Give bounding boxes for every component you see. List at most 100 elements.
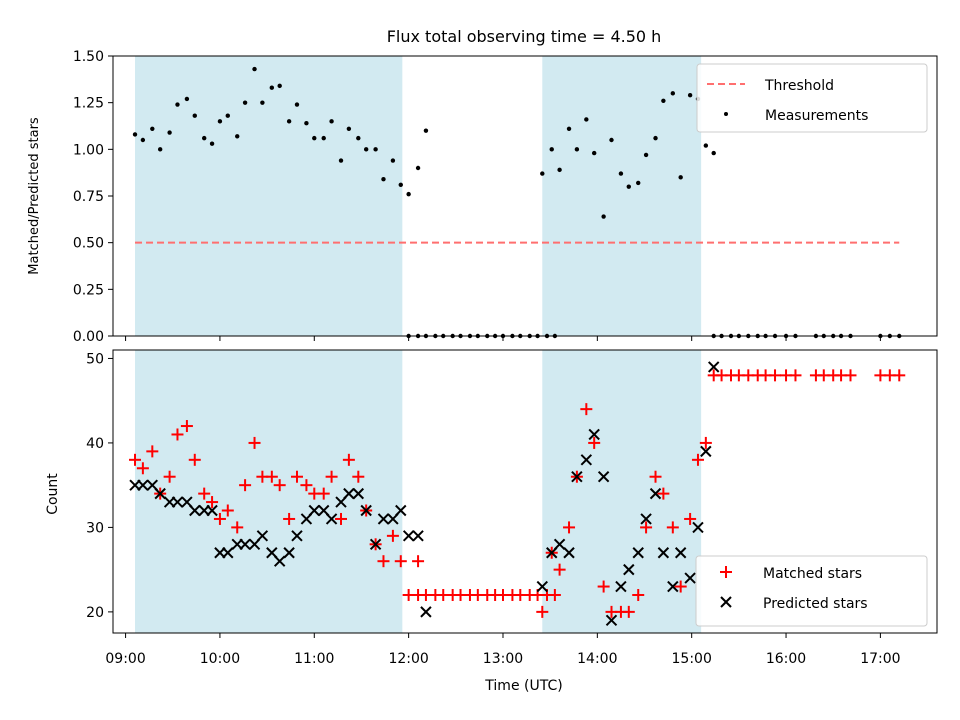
measurement-point — [678, 175, 683, 180]
predicted-star-marker — [360, 504, 372, 517]
measurement-point — [601, 214, 606, 219]
x-tick-label: 15:00 — [672, 651, 712, 667]
measurement-point — [304, 121, 309, 126]
predicted-legend-label: Predicted stars — [763, 596, 868, 612]
matched-star-marker — [844, 369, 857, 382]
measurement-point — [312, 135, 317, 141]
bottom-shaded-region — [135, 350, 403, 633]
matched-star-marker — [300, 479, 313, 492]
measurement-point — [636, 180, 641, 186]
measurement-point — [346, 126, 352, 131]
predicted-star-marker — [154, 487, 166, 500]
matched-star-marker — [342, 453, 355, 466]
matched-star-marker — [536, 605, 549, 618]
matched-star-marker — [325, 470, 338, 483]
measurement-point — [132, 132, 138, 137]
top-y-tick-label: 1.00 — [73, 142, 104, 158]
predicted-star-marker — [667, 580, 679, 593]
predicted-star-marker — [692, 521, 704, 534]
bottom-y-tick-label: 50 — [86, 351, 104, 367]
measurement-point — [406, 191, 411, 197]
matched-star-marker — [789, 369, 802, 382]
matched-legend-swatch — [720, 566, 732, 578]
measurement-point — [398, 182, 403, 187]
predicted-star-marker — [684, 572, 696, 584]
measurement-point — [140, 137, 146, 143]
predicted-star-marker — [597, 471, 610, 483]
top-y-ticks: 0.00 0.25 0.50 0.75 1.00 1.25 1.50 — [73, 49, 113, 345]
measurement-point — [277, 83, 282, 89]
bottom-y-tick-label: 40 — [86, 436, 104, 452]
measurement-point — [653, 135, 658, 141]
matched-star-marker — [622, 605, 635, 618]
matched-star-marker — [283, 512, 296, 525]
predicted-star-marker — [605, 614, 618, 627]
top-y-tick-label: 1.50 — [73, 49, 104, 65]
matched-star-marker — [632, 588, 645, 601]
predicted-star-marker — [588, 428, 600, 441]
predicted-star-marker — [674, 547, 687, 559]
top-panel: Flux total observing time = 4.50 h 0.000… — [27, 27, 938, 345]
measurement-point — [381, 177, 386, 182]
measurement-point — [286, 119, 292, 124]
x-tick-label: 12:00 — [388, 651, 428, 667]
matched-star-marker — [666, 521, 679, 534]
predicted-star-marker — [623, 563, 635, 576]
predicted-star-marker — [640, 513, 652, 525]
x-tick-label: 16:00 — [766, 651, 806, 667]
matched-star-markers — [129, 369, 906, 618]
matched-star-marker — [265, 470, 278, 483]
measurement-point — [643, 152, 649, 158]
predicted-star-marker — [352, 487, 365, 500]
top-y-tick-label: 0.25 — [73, 282, 104, 298]
predicted-star-marker — [580, 454, 593, 466]
measurement-point — [167, 130, 172, 135]
measurement-point — [260, 100, 265, 105]
top-y-axis-label: Matched/Predicted stars — [27, 117, 42, 275]
measurements-legend-label: Measurements — [765, 108, 868, 124]
top-shaded-regions — [135, 56, 702, 336]
matched-star-marker — [640, 521, 653, 534]
matched-star-marker — [248, 436, 261, 449]
measurement-point — [661, 98, 666, 104]
matched-star-marker — [180, 420, 193, 433]
predicted-star-marker — [273, 555, 286, 567]
measurement-point — [711, 150, 716, 156]
matched-star-marker — [691, 453, 704, 466]
measurement-point — [423, 128, 429, 133]
measurement-point — [175, 102, 180, 107]
predicted-star-marker — [222, 547, 234, 559]
measurement-point — [225, 113, 230, 118]
bottom-legend-box — [695, 555, 928, 627]
matched-star-marker — [893, 369, 906, 382]
measurement-point — [557, 167, 562, 173]
matched-star-marker — [221, 504, 234, 517]
measurements-legend-swatch — [724, 112, 728, 116]
predicted-star-marker — [402, 530, 415, 542]
matched-star-marker — [548, 588, 561, 601]
bottom-y-axis-label: Count — [45, 473, 61, 515]
matched-star-marker — [386, 529, 399, 542]
matched-star-marker — [231, 521, 244, 534]
matched-star-marker — [377, 555, 390, 568]
predicted-star-marker — [563, 547, 575, 559]
top-legend-box — [696, 63, 928, 133]
x-tick-label: 14:00 — [577, 651, 617, 667]
matched-star-marker — [657, 487, 670, 500]
measurement-point — [235, 134, 240, 139]
matched-star-marker — [580, 403, 593, 416]
measurement-point — [252, 66, 257, 72]
predicted-star-marker — [571, 471, 583, 483]
measurement-point — [157, 147, 163, 152]
predicted-star-marker — [657, 547, 670, 559]
bottom-y-ticks: 20 30 40 50 — [86, 351, 113, 621]
predicted-star-marker — [308, 504, 320, 517]
bottom-panel: 20 30 40 50 09:00 10:00 11:00 12:00 13:00 14:00 1… — [45, 349, 938, 694]
matched-star-marker — [198, 487, 211, 500]
chart-title: Flux total observing time = 4.50 h — [387, 27, 662, 46]
bottom-plot-frame — [112, 349, 938, 634]
measurement-point — [415, 165, 421, 171]
predicted-star-marker — [649, 487, 662, 500]
measurement-point — [549, 147, 554, 152]
